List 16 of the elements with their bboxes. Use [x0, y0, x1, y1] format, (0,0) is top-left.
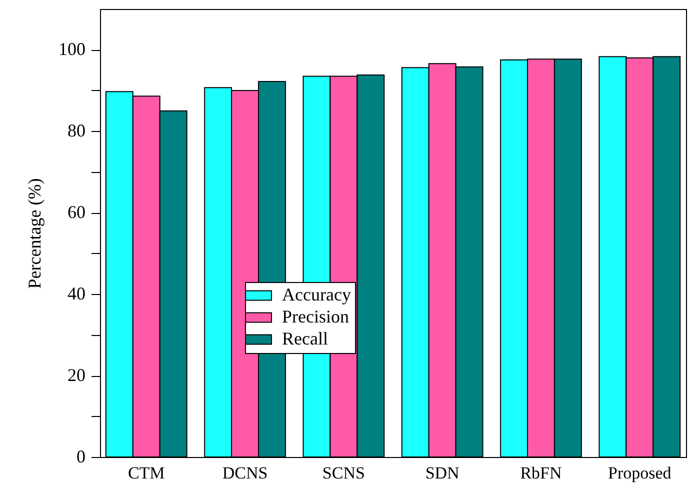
y-tick-label: 40 [68, 284, 86, 304]
y-tick-label: 60 [68, 202, 86, 222]
x-tick-label: DCNS [222, 464, 268, 482]
y-tick-label: 0 [76, 446, 86, 466]
x-tick-label: SDN [425, 464, 460, 482]
y-tick-label: 20 [68, 365, 86, 386]
legend-label: Precision [282, 306, 349, 326]
y-tick-label: 100 [58, 39, 86, 60]
x-tick-label: CTM [128, 464, 165, 482]
legend-label: Accuracy [282, 284, 351, 304]
y-axis-title: Percentage (%) [24, 178, 44, 289]
x-tick-label: SCNS [322, 464, 365, 482]
y-tick-label: 80 [68, 120, 86, 141]
legend-label: Recall [282, 328, 328, 348]
x-tick-label: RbFN [520, 464, 562, 482]
x-tick-label: Proposed [608, 464, 672, 482]
